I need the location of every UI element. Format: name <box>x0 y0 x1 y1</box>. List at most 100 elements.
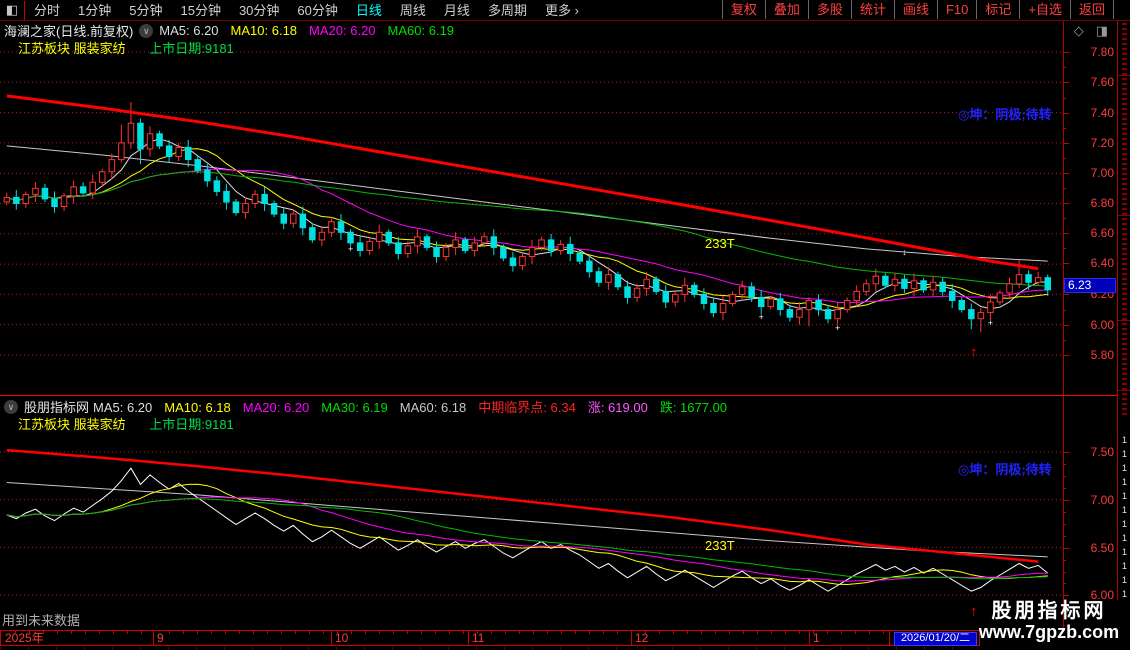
month-boundary <box>809 631 810 645</box>
tool-button-叠加[interactable]: 叠加 <box>764 0 808 19</box>
ma-label: MA10: 6.18 <box>164 400 231 415</box>
timeline-month-label: 10 <box>335 631 349 645</box>
split-layout-icon[interactable]: ◨ <box>1095 23 1108 38</box>
ma-labels-bottom: MA5: 6.20 MA10: 6.18 MA20: 6.20 MA30: 6.19 M… <box>93 397 739 416</box>
ma-label: MA5: 6.20 <box>93 400 153 415</box>
axis-price-label: 7.50 <box>1090 445 1114 459</box>
timeline-minor-tick <box>267 631 268 634</box>
sector-label: 江苏板块 服装家纺 <box>18 41 126 56</box>
timeline-minor-tick <box>561 631 562 634</box>
timeline-minor-tick <box>757 631 758 634</box>
period-tab-月线[interactable]: 月线 <box>443 2 470 18</box>
chevron-down-icon[interactable]: ∨ <box>139 23 154 38</box>
timeline-minor-tick <box>491 631 492 634</box>
listing-date-label: 上市日期:9181 <box>149 41 234 56</box>
period-tabs: 分时 1分钟 5分钟 15分钟 30分钟 60分钟 日线 周线 月线 多周期 更多 › <box>25 1 588 20</box>
window-layout-button[interactable]: ◧ <box>0 0 25 20</box>
tool-button-复权[interactable]: 复权 <box>721 0 765 19</box>
timeline-minor-tick <box>85 631 86 634</box>
axis-tick <box>1063 173 1069 174</box>
indicator-chart[interactable] <box>0 432 1063 604</box>
top-pane-header: 海澜之家(日线.前复权) ∨ MA5: 6.20 MA10: 6.18 MA20: … <box>4 21 466 40</box>
timeline-minor-tick <box>15 631 16 634</box>
tool-button-F10[interactable]: F10 <box>936 0 976 19</box>
axis-tick <box>1063 548 1069 549</box>
tool-button-画线[interactable]: 画线 <box>893 0 937 19</box>
trend-label-233t-top: 233T <box>705 236 735 251</box>
period-tab-分时[interactable]: 分时 <box>34 2 61 18</box>
svg-text:+: + <box>348 244 353 254</box>
axis-tick <box>1063 128 1066 129</box>
axis-tick <box>1063 464 1066 465</box>
timeline-minor-tick <box>113 631 114 634</box>
timeline-minor-tick <box>407 631 408 634</box>
tool-button-+自选[interactable]: +自选 <box>1019 0 1070 19</box>
period-tab-15分钟[interactable]: 15分钟 <box>180 2 221 18</box>
period-tab-多周期[interactable]: 多周期 <box>487 2 527 18</box>
timeline-minor-tick <box>211 631 212 634</box>
signal-arrow-footer: ↑ <box>970 603 978 620</box>
time-axis[interactable]: 2025年 9 10 11 12 1 2026/01/20/二 <box>0 630 980 646</box>
timeline-minor-tick <box>379 631 380 634</box>
diamond-icon[interactable]: ◇ <box>1073 23 1084 38</box>
timeline-minor-tick <box>701 631 702 634</box>
pane-divider <box>0 395 1117 396</box>
candlestick-chart[interactable]: + + + ↓ + <box>0 20 1063 392</box>
ma-label: MA30: 6.19 <box>321 400 388 415</box>
tool-buttons: 复权 叠加 多股 统计 画线 F10 标记 +自选 返回 <box>721 0 1114 19</box>
timeline-minor-tick <box>323 631 324 634</box>
axis-tick <box>1063 98 1066 99</box>
axis-price-label: 7.40 <box>1090 106 1114 120</box>
axis-price-label: 7.60 <box>1090 75 1114 89</box>
axis-tick <box>1063 188 1066 189</box>
period-tab-5分钟[interactable]: 5分钟 <box>129 2 163 18</box>
timeline-minor-tick <box>533 631 534 634</box>
timeline-minor-tick <box>421 631 422 634</box>
axis-tick <box>1063 452 1069 453</box>
ma-label: 跌: 1677.00 <box>659 400 728 415</box>
right-edge-strip[interactable]: 1 1 1 1 1 1 1 1 1 1 1 1 <box>1117 21 1130 600</box>
timeline-month-label: 9 <box>157 631 164 645</box>
period-tab-30分钟[interactable]: 30分钟 <box>238 2 280 18</box>
timeline-minor-tick <box>99 631 100 634</box>
timeline-minor-tick <box>477 631 478 634</box>
timeline-minor-tick <box>365 631 366 634</box>
timeline-minor-tick <box>743 631 744 634</box>
axis-price-label: 7.00 <box>1090 166 1114 180</box>
svg-text:+: + <box>835 323 840 333</box>
listing-date-label: 上市日期:9181 <box>149 417 234 432</box>
timeline-minor-tick <box>127 631 128 634</box>
chevron-down-icon[interactable]: ∨ <box>4 399 18 414</box>
ma-label: MA10: 6.18 <box>230 23 298 38</box>
period-tab-日线[interactable]: 日线 <box>355 2 382 18</box>
symbol-title: 海澜之家(日线.前复权) <box>4 24 134 39</box>
period-tab-更多 ›[interactable]: 更多 › <box>544 2 579 18</box>
svg-text:↓: ↓ <box>902 247 907 257</box>
timeline-minor-tick <box>827 631 828 634</box>
axis-tick <box>1063 488 1066 489</box>
axis-tick <box>1063 595 1069 596</box>
tool-button-返回[interactable]: 返回 <box>1069 0 1114 19</box>
timeline-minor-tick <box>645 631 646 634</box>
period-tab-1分钟[interactable]: 1分钟 <box>78 2 112 18</box>
timeline-minor-tick <box>463 631 464 634</box>
tool-button-标记[interactable]: 标记 <box>976 0 1019 19</box>
tool-button-多股[interactable]: 多股 <box>807 0 851 19</box>
axis-tick <box>1063 52 1069 53</box>
timeline-minor-tick <box>351 631 352 634</box>
current-price-tag: 6.23 <box>1064 278 1116 293</box>
timeline-minor-tick <box>813 631 814 634</box>
axis-price-label: 6.60 <box>1090 226 1114 240</box>
axis-tick <box>1063 113 1069 114</box>
watermark-site-url: www.7gpzb.com <box>978 622 1120 642</box>
tool-button-统计[interactable]: 统计 <box>850 0 894 19</box>
timeline-minor-tick <box>687 631 688 634</box>
period-tab-60分钟[interactable]: 60分钟 <box>297 2 338 18</box>
timeline-minor-tick <box>785 631 786 634</box>
ma-label: MA60: 6.19 <box>387 23 455 38</box>
date-highlight-tag: 2026/01/20/二 <box>894 632 977 646</box>
timeline-minor-tick <box>393 631 394 634</box>
period-tab-周线[interactable]: 周线 <box>399 2 426 18</box>
axis-tick <box>1063 572 1066 573</box>
axis-price-label: 6.00 <box>1090 318 1114 332</box>
